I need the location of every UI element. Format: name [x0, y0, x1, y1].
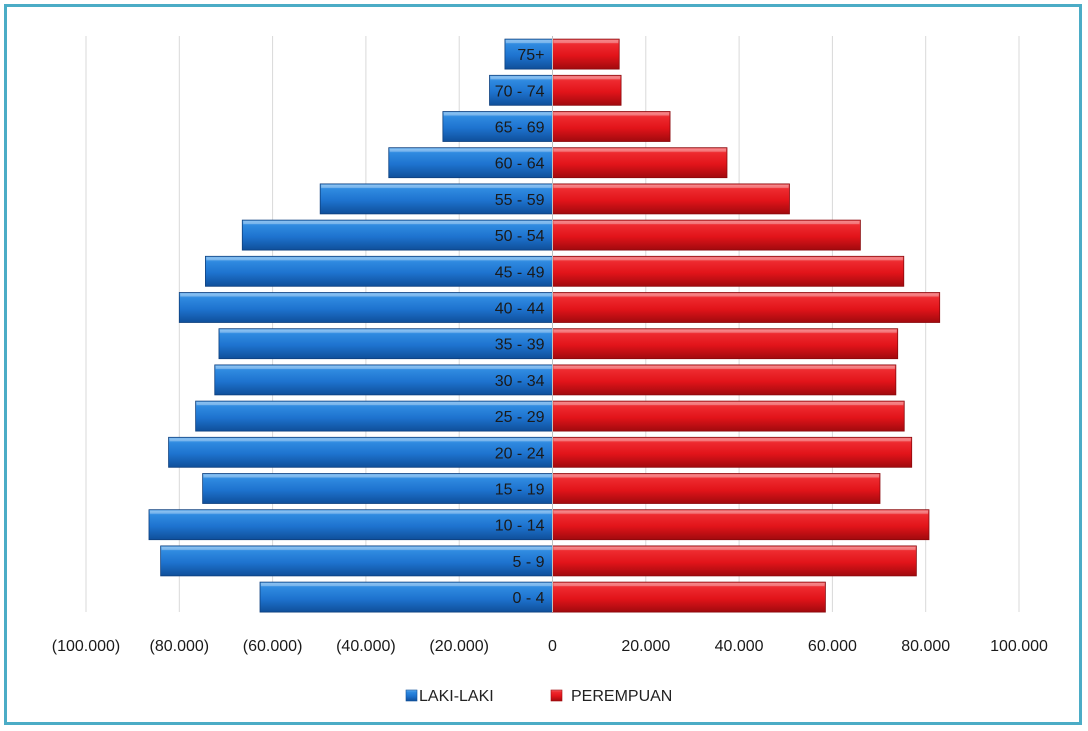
bar-highlight [215, 365, 552, 369]
legend-label-laki-laki: LAKI-LAKI [419, 688, 494, 705]
bar-laki-laki [259, 581, 553, 613]
bar-highlight [553, 148, 726, 152]
x-tick-label: 20.000 [621, 638, 670, 655]
bar-laki-laki [241, 219, 553, 251]
category-label: 15 - 19 [495, 482, 545, 499]
bar-highlight [553, 474, 879, 478]
category-label: 25 - 29 [495, 409, 545, 426]
category-label: 55 - 59 [495, 192, 545, 209]
bar-perempuan [552, 364, 897, 396]
bar-highlight [196, 402, 552, 406]
x-tick-label: (40.000) [336, 638, 396, 655]
bar-highlight [553, 438, 911, 442]
bar-perempuan [552, 473, 881, 504]
bar-highlight [203, 474, 552, 478]
bar-highlight [553, 365, 895, 369]
category-label: 35 - 39 [495, 337, 545, 354]
bar-perempuan [552, 400, 905, 432]
bar-perempuan [552, 509, 930, 541]
bar-highlight [243, 221, 552, 225]
x-tick-label: (80.000) [150, 638, 210, 655]
legend-swatch-laki-laki [405, 689, 418, 702]
bar-laki-laki [160, 545, 553, 577]
category-label: 20 - 24 [495, 445, 545, 462]
bar-perempuan [552, 111, 671, 142]
category-label: 40 - 44 [495, 301, 545, 318]
bar-highlight [553, 221, 860, 225]
bar-perempuan [552, 436, 913, 468]
x-axis-tick-labels: (100.000) (80.000) (60.000) (40.000) (20.000… [52, 638, 1048, 655]
x-tick-label: 60.000 [808, 638, 857, 655]
bar-laki-laki [388, 147, 553, 179]
bar-laki-laki [202, 473, 553, 504]
bar-perempuan [552, 328, 899, 360]
bar-laki-laki [195, 400, 553, 432]
bar-highlight [553, 402, 904, 406]
bar-laki-laki [205, 255, 553, 287]
bar-perempuan [552, 292, 941, 323]
legend-swatch-perempuan [550, 689, 563, 702]
bar-laki-laki [168, 436, 553, 468]
x-tick-label: 100.000 [990, 638, 1048, 655]
category-label: 65 - 69 [495, 120, 545, 137]
bar-highlight [553, 293, 939, 297]
bars [148, 36, 941, 613]
bar-laki-laki [148, 509, 553, 541]
bar-laki-laki [218, 328, 553, 360]
category-label: 75+ [517, 47, 544, 64]
bar-highlight [553, 112, 670, 116]
bar-highlight [321, 184, 552, 188]
legend: LAKI-LAKI PEREMPUAN [405, 688, 672, 705]
category-label: 45 - 49 [495, 264, 545, 281]
bar-highlight [180, 293, 552, 297]
bar-laki-laki [442, 111, 553, 142]
bar-highlight [553, 76, 621, 80]
bar-highlight [553, 40, 619, 44]
x-tick-label: 0 [548, 638, 557, 655]
bar-highlight [505, 40, 552, 44]
bar-highlight [149, 510, 552, 514]
x-tick-label: 40.000 [715, 638, 764, 655]
x-tick-label: (60.000) [243, 638, 303, 655]
category-label: 70 - 74 [495, 83, 545, 100]
bar-highlight [219, 329, 552, 333]
bar-highlight [553, 257, 903, 261]
x-tick-label: (20.000) [429, 638, 489, 655]
bar-perempuan [552, 74, 622, 106]
bar-highlight [553, 510, 928, 514]
bar-highlight [553, 184, 789, 188]
bar-perempuan [552, 38, 620, 70]
bar-highlight [443, 112, 552, 116]
bar-highlight [553, 546, 916, 550]
bar-perempuan [552, 581, 826, 613]
bar-perempuan [552, 545, 917, 577]
bar-highlight [553, 329, 897, 333]
legend-label-perempuan: PEREMPUAN [571, 688, 672, 705]
category-label: 60 - 64 [495, 156, 545, 173]
category-label: 10 - 14 [495, 518, 545, 535]
category-label: 50 - 54 [495, 228, 545, 245]
x-tick-label: 80.000 [901, 638, 950, 655]
bar-perempuan [552, 219, 861, 251]
category-label: 5 - 9 [512, 554, 544, 571]
bar-highlight [261, 583, 552, 587]
category-label: 0 - 4 [512, 590, 544, 607]
bar-perempuan [552, 147, 728, 179]
bar-perempuan [552, 183, 790, 215]
category-label: 30 - 34 [495, 373, 545, 390]
x-tick-label: (100.000) [52, 638, 121, 655]
category-labels: 0 - 4 5 - 9 10 - 14 15 - 19 20 - 24 25 - 29 30… [495, 47, 545, 607]
bar-highlight [490, 76, 552, 80]
bar-highlight [161, 546, 552, 550]
bar-highlight [389, 148, 552, 152]
bar-highlight [169, 438, 552, 442]
bar-perempuan [552, 255, 905, 287]
bar-highlight [206, 257, 552, 261]
bar-highlight [553, 583, 825, 587]
